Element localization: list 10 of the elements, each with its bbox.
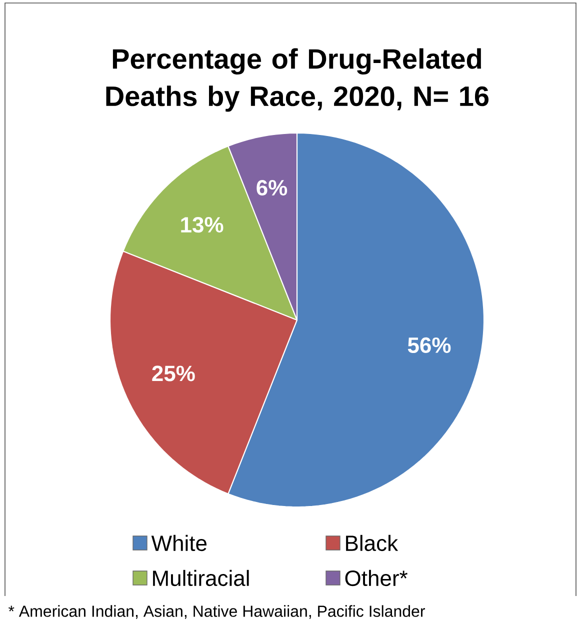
data-label: 56%	[408, 337, 451, 354]
data-label: 25%	[152, 366, 195, 382]
data-label: 6%	[256, 180, 288, 196]
text: * American Indian, Asian, Native Hawaiian, Pacific Islander	[8, 605, 425, 619]
legend-label: White	[151, 534, 207, 552]
legend-label: Other*	[345, 570, 408, 586]
legend-label: Black	[346, 534, 398, 552]
legend-label: Multiracial	[153, 570, 249, 586]
data-label: 13%	[181, 216, 224, 233]
chart-title: Percentage of Drug-Related Deaths by Race, 2020, N= 16	[106, 48, 489, 112]
